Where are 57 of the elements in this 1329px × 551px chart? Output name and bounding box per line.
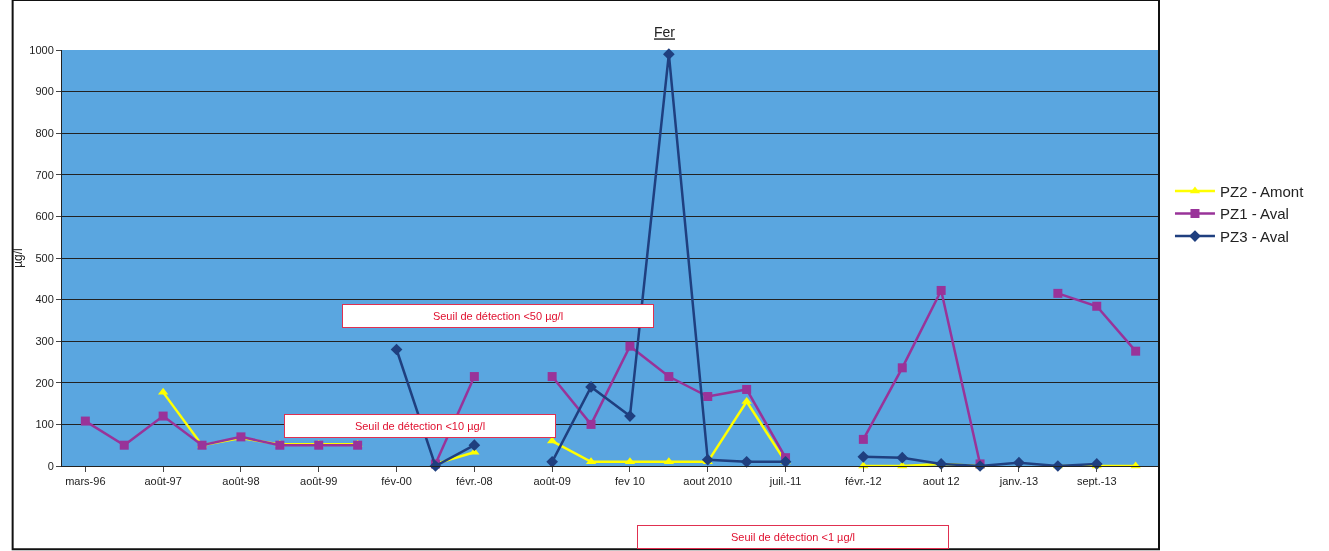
chart-title: Fer (654, 24, 676, 41)
point (586, 419, 596, 429)
x-tick-label: févr.-12 (845, 475, 882, 488)
point (546, 455, 558, 468)
x-tick-label: août-97 (144, 475, 182, 488)
point (742, 384, 752, 394)
legend-label: PZ2 - Amont (1219, 182, 1305, 200)
point (703, 392, 713, 402)
x-tick-label: janv.-13 (998, 475, 1039, 488)
point (936, 285, 946, 295)
point (1053, 288, 1063, 298)
annotation: Seuil de détection <10 µg/l (354, 420, 486, 432)
y-tick-label: 800 (35, 127, 54, 140)
point (897, 363, 907, 373)
point (896, 451, 909, 464)
x-tick-label: juil.-11 (768, 475, 802, 488)
point (158, 411, 168, 421)
y-tick-label: 500 (35, 251, 54, 264)
x-tick-label: aout 2010 (683, 475, 733, 488)
point (1131, 346, 1141, 356)
point (80, 416, 90, 426)
point (119, 440, 129, 450)
y-tick-label: 300 (35, 335, 54, 348)
y-tick-label: 600 (35, 210, 54, 223)
point (858, 434, 868, 444)
legend-label: PZ1 - Aval (1219, 205, 1289, 223)
point (547, 372, 557, 382)
point (1013, 456, 1025, 469)
point (625, 341, 635, 351)
x-tick-label: août-09 (533, 475, 571, 488)
x-tick-label: mars-96 (65, 475, 106, 488)
y-tick-label: 200 (35, 376, 54, 389)
y-tick-label: 700 (35, 168, 54, 181)
note-box: Seuil de détection <10 µg/l (284, 414, 556, 438)
legend-label: PZ3 - Aval (1219, 227, 1289, 245)
note-box: Seuil de détection <50 µg/l (342, 304, 654, 328)
x-tick-label: fev 10 (614, 475, 645, 488)
y-tick-label: 100 (35, 418, 54, 431)
y-axis-title: µg/l (10, 248, 25, 268)
x-tick-label: août-99 (300, 475, 338, 488)
annotation: Seuil de détection <50 µg/l (432, 310, 564, 322)
point (701, 453, 714, 466)
point (857, 451, 870, 463)
x-tick-label: fév-00 (381, 475, 412, 488)
x-tick-label: févr.-08 (456, 475, 493, 488)
y-tick-label: 900 (35, 85, 54, 98)
note-box: Seuil de détection <1 µg/l (637, 525, 949, 549)
point (1092, 301, 1102, 311)
y-tick-label: 400 (35, 293, 54, 306)
point (390, 343, 403, 356)
y-tick-label: 0 (47, 459, 54, 472)
y-tick-label: 1000 (29, 43, 54, 56)
x-tick-label: sept.-13 (1076, 475, 1117, 488)
point (664, 372, 674, 382)
point (740, 455, 753, 468)
x-tick-label: août-98 (222, 475, 260, 488)
x-tick-label: aout 12 (922, 475, 960, 488)
